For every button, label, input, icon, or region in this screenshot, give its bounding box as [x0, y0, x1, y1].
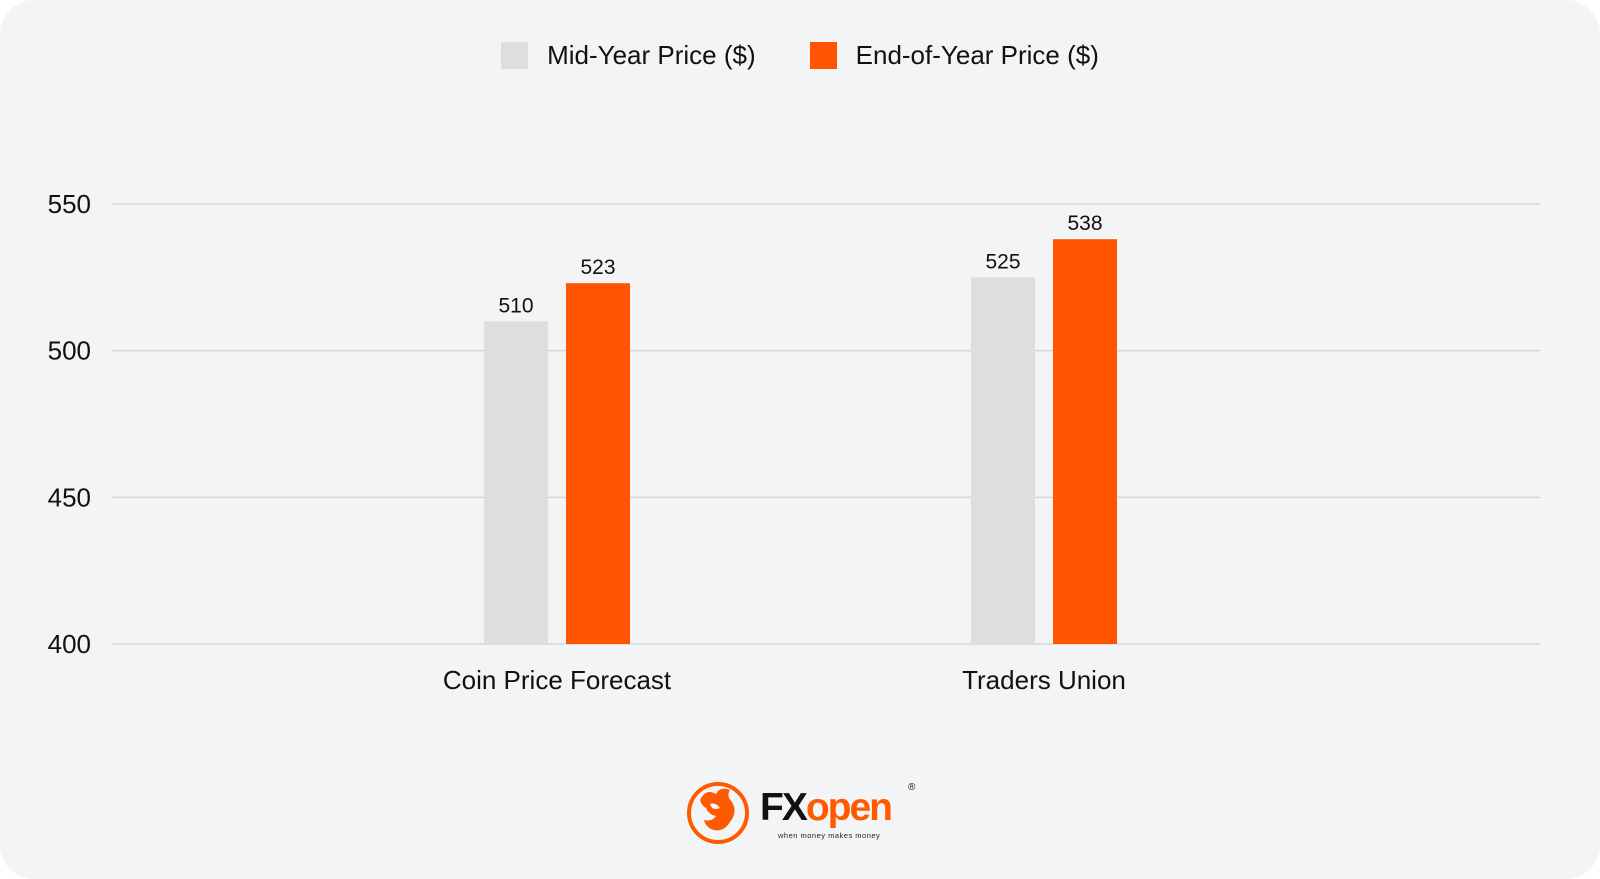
logo-wordmark: FXopen	[760, 786, 893, 830]
legend-item-mid-year: Mid-Year Price ($)	[501, 40, 756, 71]
logo-open-text: open	[805, 786, 893, 829]
y-tick-label: 550	[48, 189, 91, 219]
x-tick-label: Coin Price Forecast	[443, 665, 672, 695]
legend-label-mid-year: Mid-Year Price ($)	[547, 40, 756, 70]
y-tick-label: 450	[48, 482, 91, 512]
brand-logo: FXopen ® when money makes money	[686, 780, 926, 846]
data-label: 523	[580, 256, 615, 279]
y-tick-label: 500	[48, 336, 91, 366]
data-label: 525	[985, 250, 1020, 273]
logo-registered-mark: ®	[908, 782, 916, 793]
bar	[971, 277, 1035, 644]
chart-legend: Mid-Year Price ($) End-of-Year Price ($)	[0, 40, 1600, 71]
legend-item-end-of-year: End-of-Year Price ($)	[809, 40, 1099, 71]
bar	[566, 283, 630, 644]
legend-label-end-of-year: End-of-Year Price ($)	[855, 40, 1099, 70]
bar	[484, 321, 548, 644]
y-tick-label: 400	[48, 629, 91, 659]
logo-fx-text: FX	[760, 786, 808, 829]
legend-swatch-mid-year	[501, 42, 529, 69]
data-label: 538	[1067, 212, 1102, 235]
logo-tagline: when money makes money	[778, 831, 881, 840]
fxopen-bull-logo-icon	[687, 782, 749, 844]
data-label: 510	[498, 294, 533, 317]
bar	[1053, 239, 1117, 644]
legend-swatch-end-of-year	[809, 42, 837, 69]
x-tick-label: Traders Union	[962, 665, 1126, 695]
